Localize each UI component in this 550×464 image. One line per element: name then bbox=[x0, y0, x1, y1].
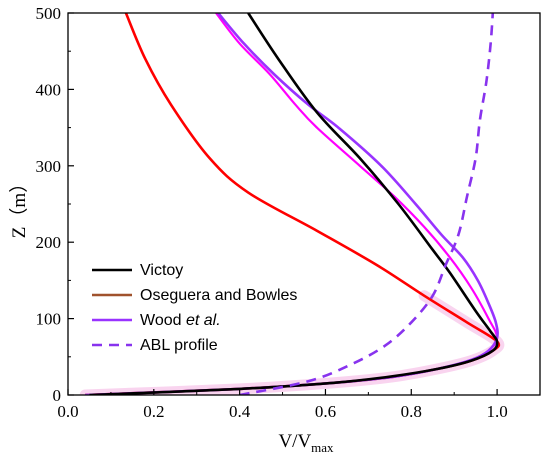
legend-label: Victoy bbox=[140, 262, 183, 279]
y-tick-label: 500 bbox=[36, 4, 62, 23]
legend-label: ABL profile bbox=[140, 337, 218, 354]
x-axis: 0.0 0.2 0.4 0.6 0.8 1.0 bbox=[57, 389, 541, 421]
y-tick-label: 200 bbox=[36, 233, 62, 252]
y-tick-label: 100 bbox=[36, 310, 62, 329]
x-tick-label: 0.4 bbox=[229, 402, 251, 421]
x-axis-label-sub: max bbox=[311, 440, 334, 455]
y-tick-label: 300 bbox=[36, 157, 62, 176]
x-tick-label: 0.2 bbox=[143, 402, 164, 421]
series-layer bbox=[85, 13, 501, 395]
x-tick-label: 1.0 bbox=[486, 402, 507, 421]
legend: Victoy Oseguera and Bowles Wood et al. ABL … bbox=[92, 262, 297, 354]
y-axis: 0 100 200 300 400 500 bbox=[36, 4, 74, 405]
y-axis-label: Z（m） bbox=[8, 174, 30, 238]
series-line-abl-profile bbox=[239, 13, 495, 395]
x-tick-label: 0.0 bbox=[57, 402, 78, 421]
legend-label: Wood et al. bbox=[140, 312, 221, 329]
x-tick-label: 0.8 bbox=[401, 402, 422, 421]
plot-frame bbox=[67, 12, 541, 396]
legend-label: Oseguera and Bowles bbox=[140, 287, 297, 304]
x-axis-label: V/Vmax bbox=[278, 431, 334, 455]
x-tick-label: 0.6 bbox=[315, 402, 336, 421]
y-tick-label: 0 bbox=[53, 386, 62, 405]
series-line-victoy bbox=[89, 13, 499, 395]
x-axis-label-main: V/V bbox=[278, 431, 311, 452]
legend-label-italic: et al. bbox=[182, 312, 221, 329]
y-tick-label: 400 bbox=[36, 80, 62, 99]
